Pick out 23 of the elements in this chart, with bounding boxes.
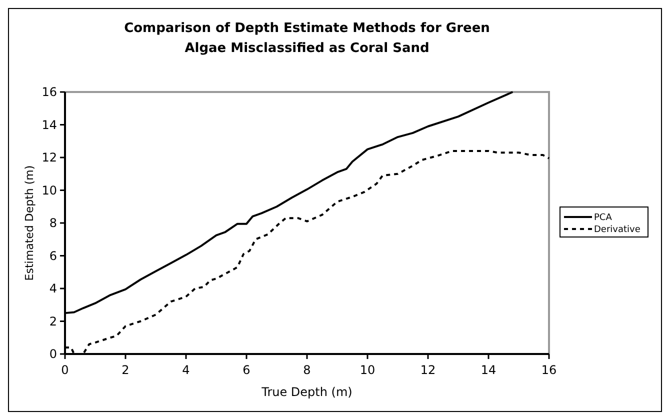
chart-title: Comparison of Depth Estimate Methods for Green Algae Misclassified as Coral Sand [124, 21, 490, 56]
y-tick-label: 14 [42, 118, 57, 132]
y-axis-title: Estimated Depth (m) [23, 165, 36, 281]
x-tick-label: 4 [182, 363, 190, 377]
y-tick-label: 6 [49, 248, 57, 263]
y-tick-label: 2 [49, 314, 57, 328]
x-tick-label: 6 [242, 363, 250, 377]
x-tick-label: 12 [420, 363, 436, 377]
x-tick-label: 10 [360, 363, 376, 377]
y-tick-label: 8 [49, 216, 57, 230]
y-tick-label: 10 [42, 183, 57, 198]
legend-label: PCA [594, 213, 613, 223]
x-axis-title: True Depth (m) [260, 385, 352, 399]
y-tick-label: 12 [42, 150, 57, 164]
y-tick-label: 16 [42, 85, 57, 99]
legend-label: Derivative [594, 225, 641, 235]
x-tick-label: 2 [122, 363, 130, 377]
x-tick-label: 16 [541, 363, 557, 377]
y-tick-label: 4 [49, 282, 57, 296]
x-tick-label: 8 [303, 363, 311, 377]
x-tick-label: 14 [480, 363, 496, 377]
x-tick-label: 0 [61, 363, 69, 377]
y-tick-label: 0 [49, 347, 57, 361]
